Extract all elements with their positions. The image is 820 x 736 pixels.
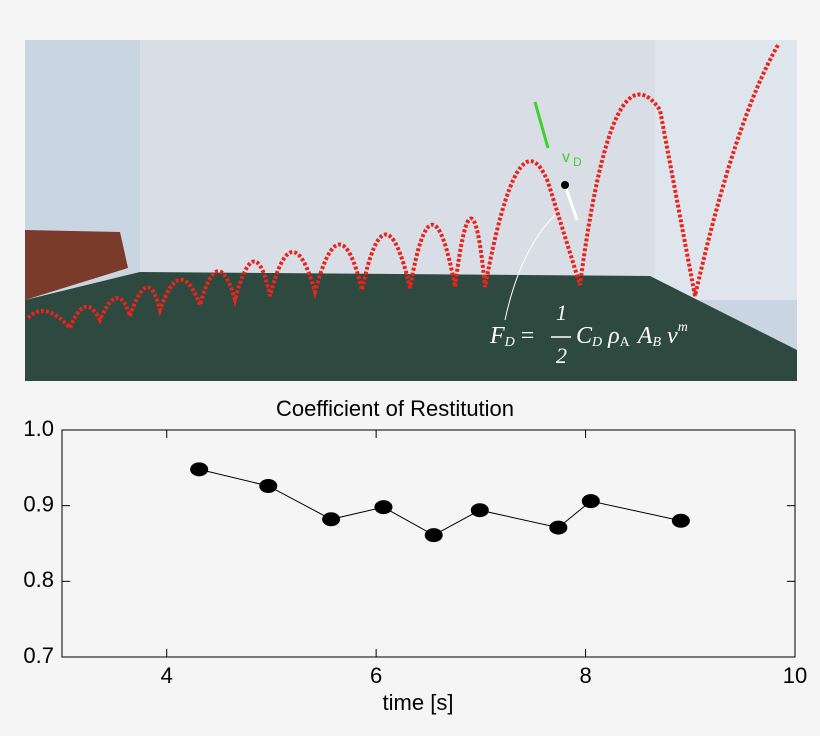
equals: = xyxy=(521,323,535,349)
rho: ρ xyxy=(607,323,620,349)
data-point xyxy=(581,494,600,509)
y-tick-label: 0.9 xyxy=(23,491,54,516)
data-point xyxy=(259,478,278,493)
y-tick-label: 1.0 xyxy=(23,416,54,441)
formula-rest: CD ρA AB vm xyxy=(576,320,688,350)
y-tick-label: 0.8 xyxy=(23,567,54,592)
series-line xyxy=(199,468,681,536)
x-tick-label: 4 xyxy=(161,663,173,688)
data-point xyxy=(470,503,489,518)
pointer-line xyxy=(504,214,556,321)
y-tick-label: 0.7 xyxy=(23,643,54,668)
x-tick-label: 8 xyxy=(579,663,591,688)
data-point xyxy=(322,512,341,527)
x-axis-label: time [s] xyxy=(383,690,454,715)
data-point xyxy=(190,462,209,477)
data-point xyxy=(549,520,568,535)
denominator: 2 xyxy=(556,343,567,368)
ball xyxy=(561,181,569,189)
data-point xyxy=(671,513,690,528)
velocity-symbol: v xyxy=(562,149,570,166)
a: A xyxy=(636,323,653,349)
data-point xyxy=(424,528,443,543)
c: C xyxy=(576,323,593,349)
rho-sub: A xyxy=(620,335,631,350)
formula: FD = xyxy=(489,323,534,351)
c-sub: D xyxy=(591,335,602,350)
x-tick-label: 6 xyxy=(370,663,382,688)
f-sub: D xyxy=(504,335,515,350)
f: F xyxy=(489,323,505,349)
drag-arrow xyxy=(563,184,579,221)
numerator: 1 xyxy=(556,300,567,325)
v: v xyxy=(667,323,678,349)
a-sub: B xyxy=(652,335,661,350)
wall-panel xyxy=(140,40,655,280)
trajectory xyxy=(26,44,780,332)
v-exp: m xyxy=(678,320,688,335)
table xyxy=(25,272,797,381)
plot-frame xyxy=(61,429,796,658)
velocity-arrow xyxy=(533,101,550,149)
velocity-sub: D xyxy=(573,155,582,169)
data-point xyxy=(374,500,393,515)
chart-title: Coefficient of Restitution xyxy=(276,396,514,421)
chair xyxy=(25,230,128,300)
x-tick-label: 10 xyxy=(783,663,807,688)
